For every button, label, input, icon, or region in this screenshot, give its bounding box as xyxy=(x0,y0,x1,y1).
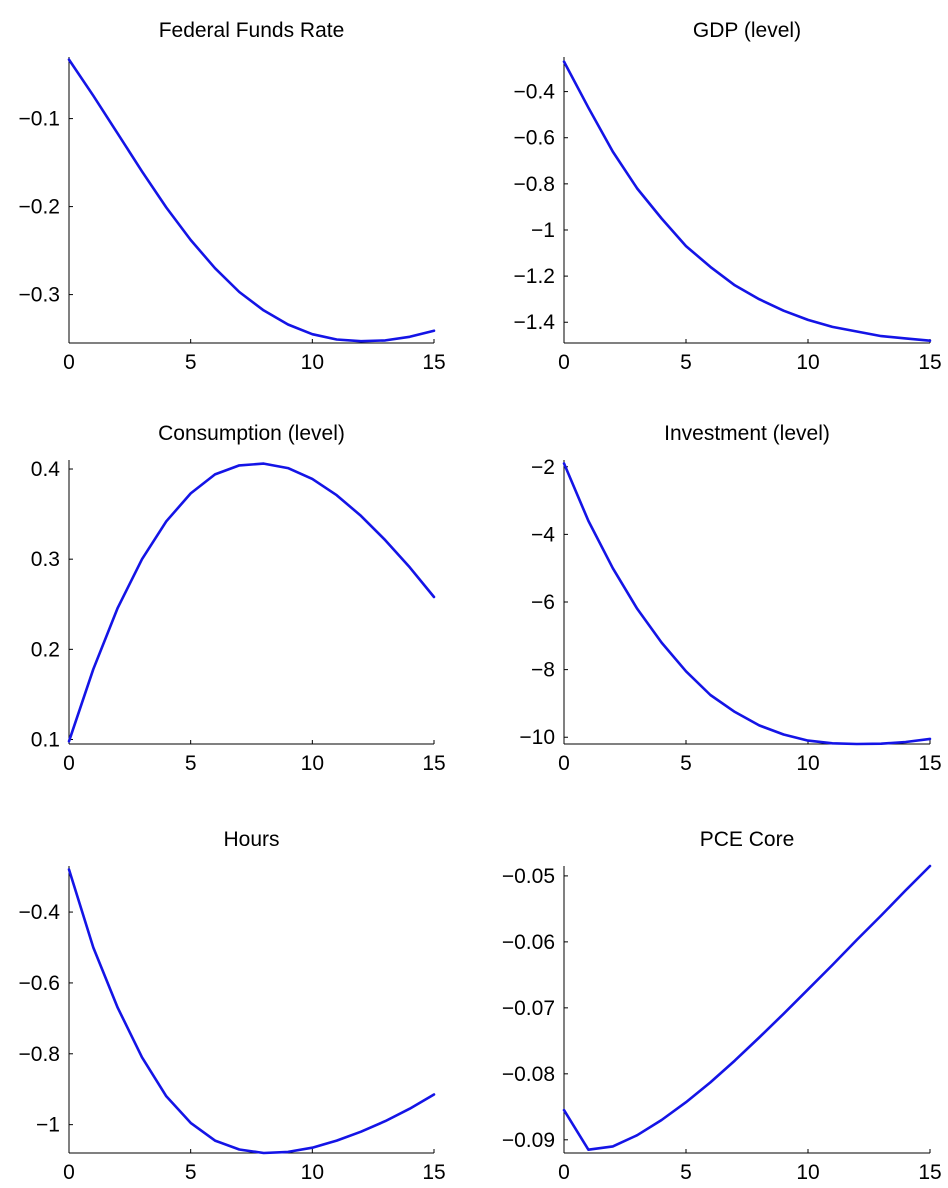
y-tick-label: −10 xyxy=(519,726,555,749)
y-tick-label: −0.08 xyxy=(502,1063,555,1086)
y-tick-label: −0.6 xyxy=(19,972,60,995)
y-tick-label: −8 xyxy=(531,659,555,682)
x-tick-label: 0 xyxy=(63,752,75,775)
y-tick-label: −4 xyxy=(531,523,555,546)
chart-title: GDP (level) xyxy=(693,19,801,42)
x-tick-label: 10 xyxy=(796,752,819,775)
chart-panel: GDP (level) 0 5 10 15 −0.4 −0.6 −0.8 −1 −1.2 −1.4 xyxy=(514,19,942,374)
y-tick-label: −1 xyxy=(531,219,555,242)
y-tick-label: −0.1 xyxy=(19,108,60,131)
x-tick-label: 10 xyxy=(301,351,324,374)
y-tick-label: −2 xyxy=(531,456,555,479)
series-line xyxy=(562,60,932,343)
chart-title: Federal Funds Rate xyxy=(159,19,345,42)
y-tick-label: −0.05 xyxy=(502,865,555,888)
chart-title: PCE Core xyxy=(700,828,795,851)
series-line xyxy=(67,58,436,343)
x-tick-label: 0 xyxy=(558,1161,570,1184)
x-tick-label: 10 xyxy=(796,1161,819,1184)
chart-panel: Investment (level) 0 5 10 15 −2 −4 −6 −8 −10 xyxy=(519,422,941,775)
x-tick-label: 0 xyxy=(558,351,570,374)
y-tick-label: −1 xyxy=(36,1114,60,1137)
x-tick-label: 15 xyxy=(422,752,445,775)
y-tick-label: −6 xyxy=(531,591,555,614)
x-tick-label: 5 xyxy=(680,351,692,374)
y-tick-label: −0.4 xyxy=(19,901,61,924)
x-tick-label: 5 xyxy=(185,351,197,374)
series-line xyxy=(67,462,436,743)
y-tick-label: −0.09 xyxy=(502,1129,555,1152)
chart-title: Consumption (level) xyxy=(158,422,345,445)
y-tick-label: −0.8 xyxy=(514,173,555,196)
x-tick-label: 10 xyxy=(301,752,324,775)
chart-title: Hours xyxy=(223,828,279,851)
x-tick-label: 10 xyxy=(301,1161,324,1184)
chart-panel: PCE Core 0 5 10 15 −0.05 −0.06 −0.07 −0.08 −0.09 xyxy=(502,828,942,1184)
series-line xyxy=(562,864,932,1151)
x-tick-label: 10 xyxy=(796,351,819,374)
series-line xyxy=(562,462,932,746)
x-tick-label: 15 xyxy=(918,1161,941,1184)
x-tick-label: 15 xyxy=(918,752,941,775)
x-tick-label: 0 xyxy=(63,1161,75,1184)
y-tick-label: −0.8 xyxy=(19,1043,60,1066)
x-tick-label: 15 xyxy=(918,351,941,374)
y-tick-label: 0.4 xyxy=(31,458,61,481)
y-tick-label: 0.3 xyxy=(31,548,60,571)
x-tick-label: 5 xyxy=(680,752,692,775)
y-tick-label: −0.6 xyxy=(514,127,555,150)
x-tick-label: 15 xyxy=(422,1161,445,1184)
chart-panel: Consumption (level) 0 5 10 15 0.1 0.2 0.3 0.4 xyxy=(31,422,446,775)
chart-panel: Federal Funds Rate 0 5 10 15 −0.1 −0.2 −0.3 xyxy=(19,19,446,374)
x-tick-label: 5 xyxy=(185,752,197,775)
y-tick-label: −1.4 xyxy=(514,311,556,334)
x-tick-label: 0 xyxy=(558,752,570,775)
y-tick-label: −0.2 xyxy=(19,196,60,219)
y-tick-label: −0.06 xyxy=(502,931,555,954)
series-line xyxy=(67,868,436,1155)
chart-panel: Hours 0 5 10 15 −0.4 −0.6 −0.8 −1 xyxy=(19,828,446,1184)
y-tick-label: −0.3 xyxy=(19,284,60,307)
y-tick-label: −0.07 xyxy=(502,997,555,1020)
x-tick-label: 15 xyxy=(422,351,445,374)
y-tick-label: 0.1 xyxy=(31,728,60,751)
x-tick-label: 0 xyxy=(63,351,75,374)
y-tick-label: −0.4 xyxy=(514,81,556,104)
chart-title: Investment (level) xyxy=(664,422,830,445)
y-tick-label: −1.2 xyxy=(514,265,555,288)
x-tick-label: 5 xyxy=(680,1161,692,1184)
y-tick-label: 0.2 xyxy=(31,638,60,661)
x-tick-label: 5 xyxy=(185,1161,197,1184)
